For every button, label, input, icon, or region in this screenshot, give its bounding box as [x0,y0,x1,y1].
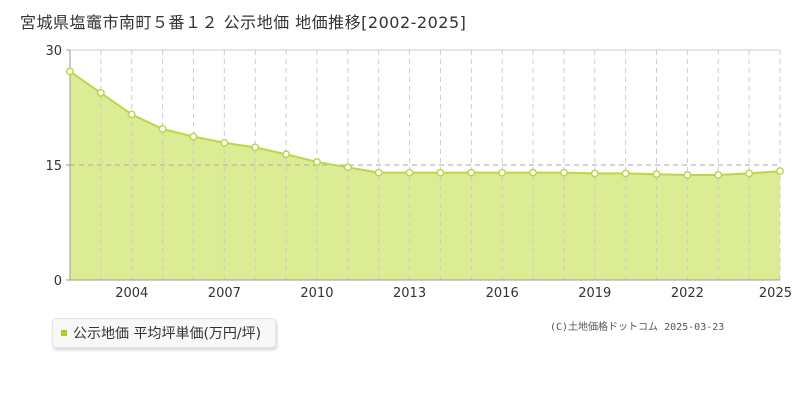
data-point [96,88,105,97]
y-tick-label: 15 [45,159,62,174]
chart-title: 宮城県塩竈市南町５番１２ 公示地価 地価推移[2002-2025] [20,13,467,32]
data-point [405,168,414,177]
data-point [313,157,321,166]
data-point [436,168,445,177]
data-point [590,169,599,178]
data-point [776,167,784,176]
x-tick-label: 2016 [486,286,519,300]
land-price-chart: 0 15 30 2004 2007 2010 2013 2016 2019 2022 2025 [45,44,792,300]
x-tick-label: 2007 [208,286,241,300]
data-point [251,143,260,152]
data-point [66,67,74,76]
data-point [467,168,476,177]
data-point [158,125,167,133]
data-point [127,110,136,119]
data-point [374,168,383,177]
x-tick-label: 2019 [578,286,611,300]
data-point [282,150,291,159]
data-point [529,168,537,177]
data-point [559,168,568,177]
legend-label: 公示地価 平均坪単価(万円/坪) [73,326,262,342]
x-tick-label: 2004 [115,286,148,300]
x-tick-label: 2022 [671,286,704,300]
x-tick-label: 2013 [393,286,426,300]
y-tick-label: 30 [45,44,62,59]
data-point [683,171,692,179]
data-point [189,132,198,141]
series-line [69,70,781,176]
x-tick-label: 2025 [759,286,792,300]
data-point [745,169,754,178]
x-tick-label: 2010 [300,286,333,300]
copyright-credit: (C)土地価格ドットコム 2025-03-23 [550,322,725,333]
y-tick-label: 0 [54,274,62,289]
data-point [343,163,352,172]
legend: 公示地価 平均坪単価(万円/坪) [52,318,277,348]
data-point [621,169,630,178]
data-point [652,170,661,179]
data-point [714,171,723,179]
data-point [220,138,229,147]
data-point [498,168,507,177]
area-fill [70,71,780,280]
legend-swatch [61,330,67,336]
